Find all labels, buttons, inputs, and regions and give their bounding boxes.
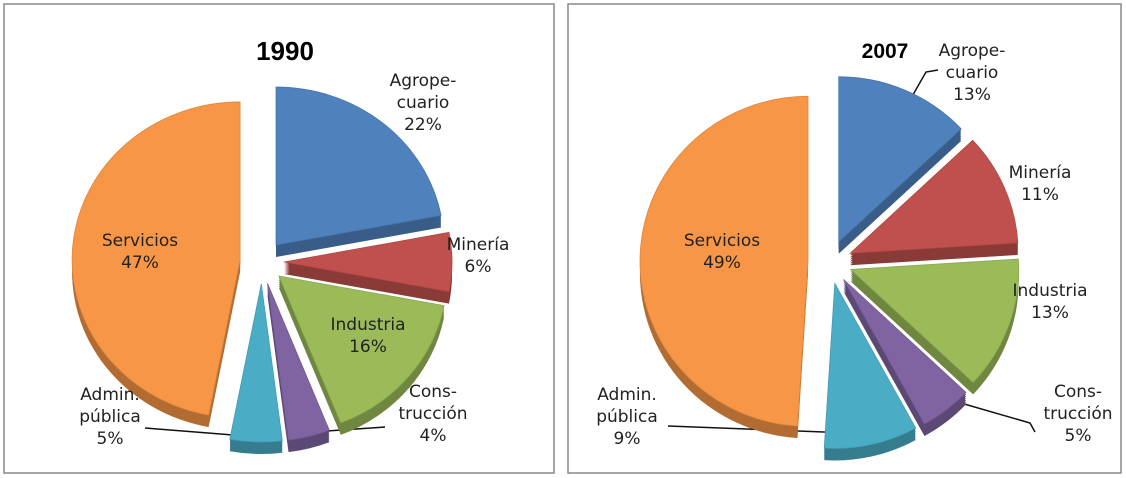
chart-title: 2007 [862,40,909,63]
value-label: 49% [703,253,741,273]
slice-label: Servicios 49% [681,230,763,274]
category-label: Industria [1012,281,1088,301]
slice [278,275,445,424]
category-label: Admin. pública [596,385,658,427]
value-label: 4% [419,426,447,446]
slice-label: Cons-trucción 4% [392,381,474,447]
category-label: Cons-trucción [1043,382,1113,424]
leader-line [909,69,939,101]
slice [823,282,917,449]
category-label: Servicios [101,231,179,251]
category-label: Servicios [683,231,761,251]
slice [843,279,967,425]
slice [849,258,1020,383]
category-label: Admin. pública [79,385,141,427]
slice-label: Industria 13% [1009,280,1091,324]
slice-label: Admin. pública 5% [69,384,151,450]
category-label: Agrope-cuario [389,71,457,113]
category-label: Minería [1008,163,1072,183]
slice-label: Agrope-cuario 22% [382,70,464,136]
value-label: 9% [613,429,641,449]
slice-label: Minería 6% [437,234,519,278]
slice [275,86,442,246]
slice-label: Industria 16% [327,314,409,358]
slice-label: Minería 11% [999,162,1081,206]
slice [71,101,241,416]
slice [639,95,809,427]
slice [838,76,962,243]
slice [267,283,330,441]
value-label: 6% [464,257,492,277]
category-label: Cons-trucción [398,382,468,424]
category-label: Agrope-cuario [938,41,1006,83]
slice-label: Servicios 47% [99,230,181,274]
slice [849,139,1019,254]
category-label: Industria [330,315,406,335]
value-label: 13% [1031,303,1069,323]
category-label: Minería [446,235,510,255]
slice [283,231,453,293]
value-label: 22% [404,115,442,135]
leader-line [939,396,1036,433]
slice [229,283,283,443]
value-label: 11% [1021,185,1059,205]
slice-label: Agrope-cuario 13% [931,40,1013,106]
value-label: 5% [1064,426,1092,446]
chart-title: 1990 [256,36,314,66]
value-label: 47% [121,253,159,273]
slice-label: Cons-trucción 5% [1037,381,1119,447]
value-label: 16% [349,337,387,357]
value-label: 5% [96,429,124,449]
value-label: 13% [953,85,991,105]
slice-label: Admin. pública 9% [586,384,668,450]
